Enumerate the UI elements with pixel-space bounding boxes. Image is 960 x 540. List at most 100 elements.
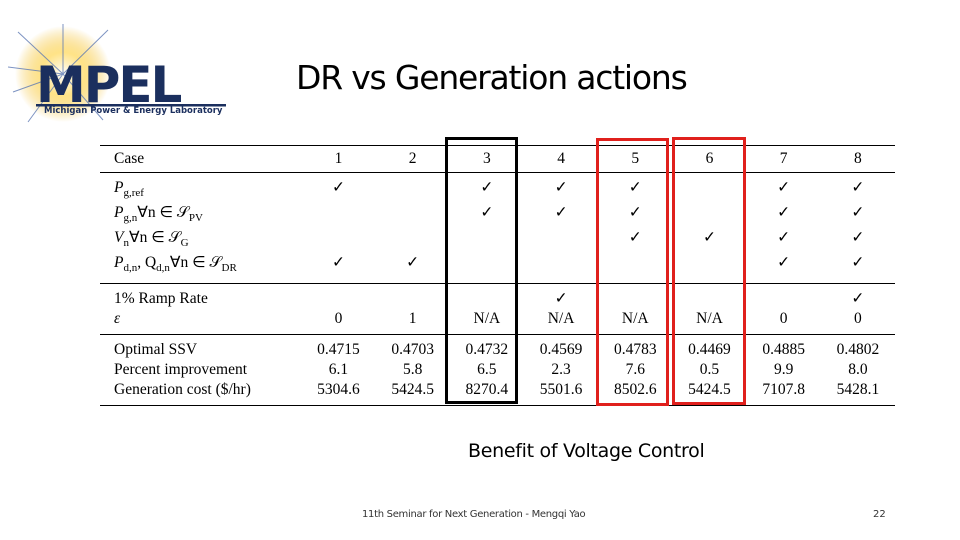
row-label-pg-ref: Pg,ref — [100, 173, 301, 204]
table-row: Pg,ref ✓ ✓ ✓ ✓ ✓ ✓ — [100, 173, 895, 204]
check-mark-icon: ✓ — [554, 204, 568, 221]
math-quantifier: ∀n ∈ 𝒮 — [137, 204, 189, 221]
case-number: 3 — [449, 145, 524, 173]
math-quantifier: ∀n ∈ 𝒮 — [169, 254, 222, 271]
check-mark-icon: ✓ — [851, 204, 865, 221]
table-row: Pd,n, Qd,n∀n ∈ 𝒮DR ✓ ✓ ✓ ✓ — [100, 253, 895, 284]
table-cell: 0.4802 — [836, 341, 880, 358]
check-mark-icon: ✓ — [777, 229, 791, 246]
math-subscript: n — [123, 237, 129, 249]
case-number: 2 — [375, 145, 450, 173]
table-cell: 9.9 — [773, 361, 794, 378]
check-mark-icon: ✓ — [375, 253, 450, 284]
table-row: Optimal SSV 0.4715 0.4703 0.4732 0.4569 0.47… — [100, 335, 895, 361]
highlight-box-case-6 — [672, 137, 746, 405]
table-row: 1% Ramp Rate ✓ ✓ — [100, 284, 895, 310]
check-mark-icon: ✓ — [851, 290, 865, 307]
math-symbol: P — [114, 179, 124, 196]
table-cell: 6.1 — [328, 361, 349, 378]
check-mark-icon: ✓ — [628, 179, 642, 196]
caption: Benefit of Voltage Control — [468, 440, 705, 462]
case-header: Case — [100, 145, 302, 173]
row-label-gencost: Generation cost ($/hr) — [100, 380, 302, 406]
check-mark-icon: ✓ — [480, 204, 494, 221]
check-mark-icon: ✓ — [331, 179, 345, 196]
table-cell: 0.4569 — [539, 341, 583, 358]
logo-subtitle: Michigan Power & Energy Laboratory — [44, 106, 223, 116]
table-cell — [524, 228, 598, 253]
table-cell: 0 — [746, 309, 821, 335]
table-cell — [376, 284, 450, 310]
check-mark-icon: ✓ — [777, 204, 791, 221]
table-cell: 2.3 — [551, 361, 571, 378]
check-mark-icon: ✓ — [628, 204, 642, 221]
check-mark-icon: ✓ — [554, 290, 568, 307]
table-cell: 1 — [375, 309, 450, 335]
table-cell: 5.8 — [402, 361, 423, 378]
table-cell: 8.0 — [848, 361, 868, 378]
row-label-pgn: Pg,n∀n ∈ 𝒮PV — [100, 203, 301, 228]
table-cell — [598, 253, 673, 284]
check-mark-icon: ✓ — [746, 253, 821, 284]
highlight-box-case-3 — [445, 137, 518, 404]
table-cell: 0.4703 — [391, 341, 434, 358]
math-subscript: DR — [221, 262, 237, 274]
table-cell: 0 — [301, 309, 376, 335]
math-symbol: P — [114, 254, 124, 271]
row-label-improvement: Percent improvement — [114, 361, 247, 378]
table-cell: 7107.8 — [746, 380, 821, 406]
table-cell: 5501.6 — [523, 380, 599, 406]
highlight-box-case-5 — [596, 138, 669, 406]
footer-text: 11th Seminar for Next Generation - Mengq… — [362, 509, 586, 520]
slide-title: DR vs Generation actions — [296, 58, 688, 97]
math-subscript: g,n — [123, 212, 138, 224]
table-cell: 5428.1 — [820, 380, 895, 406]
check-mark-icon: ✓ — [702, 229, 716, 246]
check-mark-icon: ✓ — [480, 179, 494, 196]
row-label-vn: Vn∀n ∈ 𝒮G — [100, 228, 301, 253]
case-number: 1 — [301, 145, 376, 173]
check-mark-icon: ✓ — [851, 229, 865, 246]
case-number: 6 — [672, 145, 747, 173]
table-row: ε 0 1 N/A N/A N/A N/A 0 0 — [100, 309, 895, 335]
table-cell: 0.4715 — [317, 341, 360, 358]
table-cell: 5424.5 — [375, 380, 450, 406]
check-mark-icon: ✓ — [851, 179, 865, 196]
results-table: Case 1 2 3 4 5 6 7 8 Pg,ref ✓ ✓ ✓ ✓ ✓ ✓ Pg,n∀… — [100, 145, 895, 406]
table-cell: 0 — [820, 309, 895, 335]
table-cell — [672, 253, 747, 284]
math-symbol: V — [114, 229, 124, 246]
table-cell: 0.5 — [699, 361, 720, 378]
table-cell: 5424.5 — [672, 380, 747, 406]
table-cell: 0.4885 — [762, 341, 805, 358]
table-cell: N/A — [672, 309, 747, 335]
check-mark-icon: ✓ — [628, 229, 642, 246]
table-cell — [376, 203, 450, 228]
math-subscript: d,n — [156, 262, 170, 274]
table-cell — [376, 228, 450, 253]
check-mark-icon: ✓ — [820, 253, 895, 284]
table-cell — [301, 203, 375, 228]
table-cell: 6.5 — [477, 361, 497, 378]
case-number: 5 — [598, 145, 673, 173]
math-subscript: PV — [188, 212, 203, 224]
row-label-epsilon: ε — [100, 309, 302, 335]
math-symbol: ε — [114, 310, 121, 327]
math-subscript: d,n — [123, 262, 138, 274]
check-mark-icon: ✓ — [554, 179, 568, 196]
table-row: Vn∀n ∈ 𝒮G ✓ ✓ ✓ ✓ — [100, 228, 895, 253]
row-label-pdn: Pd,n, Qd,n∀n ∈ 𝒮DR — [100, 253, 302, 284]
logo-graphic: MPEL — [7, 24, 226, 123]
math-quantifier: ∀n ∈ 𝒮 — [128, 229, 181, 246]
table-cell: 0.4469 — [688, 341, 731, 358]
case-number: 4 — [523, 145, 599, 173]
page-number: 22 — [873, 509, 886, 520]
check-mark-icon: ✓ — [301, 253, 376, 284]
check-mark-icon: ✓ — [777, 179, 791, 196]
table-cell — [449, 253, 524, 284]
table-row: Generation cost ($/hr) 5304.6 5424.5 8270.… — [100, 380, 895, 406]
case-number: 7 — [746, 145, 821, 173]
table-cell: 8502.6 — [598, 380, 673, 406]
math-symbol: P — [114, 204, 124, 221]
row-label-ssv: Optimal SSV — [114, 341, 198, 358]
